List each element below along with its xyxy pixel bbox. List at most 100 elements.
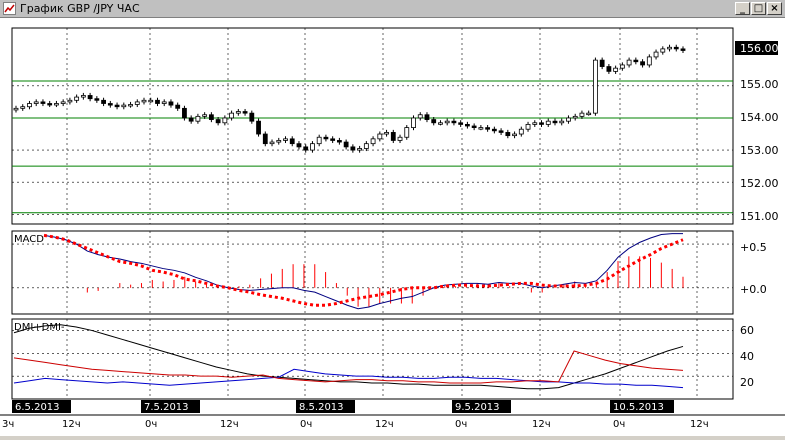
- candle-body: [67, 99, 73, 103]
- macd-panel: MACD +0.5 +0.0: [11, 230, 767, 315]
- candle-body: [626, 59, 632, 66]
- macd-grid: [12, 231, 733, 314]
- chart-canvas[interactable]: 155.00 154.00 153.00 152.00 151.00 156.0…: [0, 18, 785, 436]
- candle-body: [101, 99, 106, 104]
- dmi-tick: 20: [740, 376, 754, 389]
- candle-body: [579, 112, 585, 117]
- date-badge: [452, 400, 511, 413]
- date-badge-label: 10.5.2013: [613, 402, 664, 413]
- candle-body: [323, 136, 329, 140]
- candle-body: [619, 64, 625, 69]
- candle-body: [572, 115, 578, 119]
- price-axis: 155.00 154.00 153.00 152.00 151.00: [740, 78, 779, 223]
- candle-body: [593, 59, 598, 114]
- price-levels: [12, 80, 733, 214]
- candle-body: [545, 120, 551, 125]
- candle-body: [336, 140, 342, 143]
- candle-body: [343, 141, 349, 148]
- candle-body: [411, 117, 416, 129]
- date-badge-label: 7.5.2013: [144, 402, 189, 413]
- candle-body: [438, 122, 443, 125]
- candle-body: [155, 99, 160, 104]
- candle-body: [357, 148, 363, 151]
- candle-body: [283, 138, 288, 141]
- candle-body: [458, 122, 464, 125]
- dmi-panel-border: [11, 318, 734, 400]
- candle-body: [229, 112, 234, 119]
- candle-body: [330, 138, 336, 141]
- candle-body: [310, 143, 315, 151]
- candle-body: [660, 48, 666, 53]
- price-tick: 153.00: [740, 144, 779, 157]
- hour-label: 12ч: [62, 419, 81, 430]
- candle-body: [13, 107, 19, 111]
- date-badge-label: 9.5.2013: [455, 402, 500, 413]
- minimize-button[interactable]: _: [735, 2, 750, 15]
- candle-body: [269, 141, 275, 145]
- dmi-tick: 60: [740, 324, 754, 337]
- candle-body: [195, 115, 201, 122]
- candle-body: [262, 133, 268, 145]
- candle-body: [613, 67, 619, 72]
- candle-body: [667, 46, 672, 50]
- candle-body: [87, 95, 93, 100]
- candle-body: [289, 138, 295, 145]
- date-badge-label: 8.5.2013: [299, 402, 344, 413]
- candle-body: [128, 104, 133, 107]
- candle-body: [80, 95, 86, 98]
- candle-body: [235, 111, 241, 114]
- dmi-minus-line: [13, 350, 684, 384]
- candle-body: [121, 104, 127, 108]
- candle-body: [586, 112, 592, 116]
- candle-body: [182, 107, 187, 119]
- candle-body: [451, 120, 457, 124]
- hour-label: 0ч: [145, 419, 157, 430]
- date-badge: [610, 400, 674, 413]
- candle-body: [471, 125, 477, 129]
- candle-body: [532, 122, 538, 125]
- candle-body: [525, 123, 531, 130]
- maximize-button[interactable]: □: [751, 2, 766, 15]
- candle-body: [465, 123, 470, 127]
- dmi-plus-line: [13, 368, 684, 389]
- candle-body: [94, 98, 100, 101]
- candle-body: [60, 101, 66, 104]
- candle-body: [491, 128, 497, 132]
- candle-body: [161, 101, 167, 104]
- candle-body: [417, 114, 423, 119]
- close-button[interactable]: ×: [767, 2, 782, 15]
- hour-label: 0ч: [300, 419, 312, 430]
- macd-label: MACD: [14, 234, 44, 245]
- date-badge: [12, 400, 71, 413]
- candle-body: [134, 101, 140, 105]
- candle-body: [20, 106, 26, 109]
- macd-line: [43, 233, 683, 310]
- candle-body: [188, 117, 194, 122]
- candle-body: [646, 56, 652, 66]
- candle-body: [653, 51, 659, 58]
- chart-frame[interactable]: 155.00 154.00 153.00 152.00 151.00 156.0…: [0, 18, 785, 436]
- date-badge: [141, 400, 200, 413]
- dmi-panel: DMI+DMI- 60 40 20: [11, 318, 754, 400]
- current-price-badge: [735, 41, 778, 55]
- candle-body: [242, 111, 248, 114]
- candle-body: [107, 103, 113, 106]
- dmi-label: DMI+DMI-: [14, 322, 65, 333]
- candle-body: [256, 120, 261, 135]
- hour-label: 12ч: [532, 419, 551, 430]
- candle-body: [303, 146, 309, 151]
- candle-body: [606, 66, 612, 72]
- candle-body: [599, 59, 605, 67]
- candle-body: [505, 132, 511, 137]
- hour-label: 0ч: [455, 419, 467, 430]
- time-axis: 3ч 12ч 0ч 12ч 0ч 12ч 0ч 12ч 0ч 12ч: [0, 414, 785, 430]
- candle-body: [673, 46, 679, 50]
- price-tick: 154.00: [740, 111, 779, 124]
- candle-body: [202, 114, 208, 117]
- date-badges: 6.5.2013 7.5.2013 8.5.2013 9.5.2013 10.5…: [12, 400, 674, 413]
- candle-body: [175, 104, 181, 109]
- candle-body: [559, 120, 565, 124]
- title-bar: График GBP /JPY ЧАС _ □ ×: [0, 0, 785, 18]
- price-tick: 155.00: [740, 78, 779, 91]
- candle-body: [633, 59, 639, 63]
